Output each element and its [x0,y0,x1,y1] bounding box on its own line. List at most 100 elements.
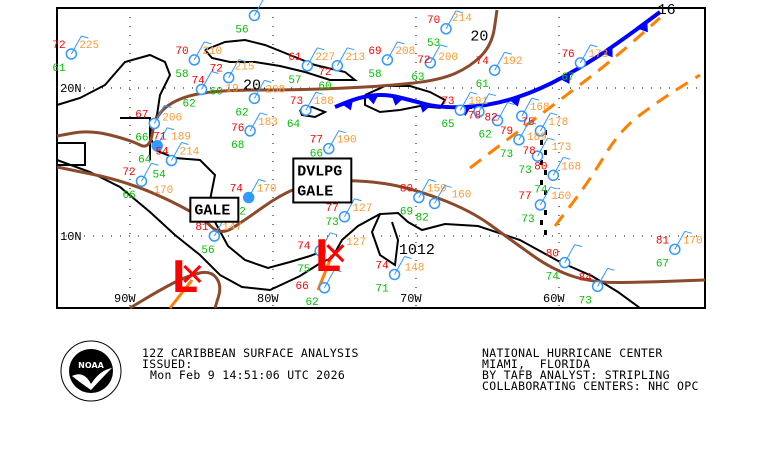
temperature: 74 [476,56,490,68]
wind-barb-flag [354,198,362,202]
wind-barb [344,198,355,218]
station-plot: 76 183 68 [231,112,278,152]
isobar-label: 1012 [399,242,435,259]
station-plot: 76 173 67 [561,44,608,84]
dewpoint: 73 [519,165,532,177]
temperature: 77 [310,135,323,147]
pressure: 173 [552,142,572,154]
noaa-logo: NOAA [60,340,122,402]
pressure: 208 [395,46,415,58]
temperature: 73 [290,96,303,108]
coastlines [56,38,641,309]
pressure: 188 [314,96,334,108]
station-plot: 69 208 58 [368,41,415,81]
wind-barb-flag [428,179,436,183]
wind-barb [153,105,165,124]
wind-barb-flag [607,267,615,271]
station-plot: 80 168 74 [534,156,581,196]
pressure: 189 [527,132,547,144]
collaborating-centers: COLLABORATING CENTERS: NHC OPC [482,379,699,393]
wind-barb [674,231,686,250]
wind-barb-flag [531,97,539,101]
x-stroke [326,244,345,263]
station-plot: 74 19 62 [183,70,239,110]
pressure: 159 [427,184,447,196]
wind-barb [201,71,212,90]
lon-label: 70W [400,292,422,306]
temperature: 81 [195,222,209,234]
wind-barb [429,44,441,64]
wind-barb-flag [488,93,497,97]
pressure: 170 [683,235,703,247]
wind-barb-flag [440,44,448,48]
temperature: 74 [297,241,311,253]
wind-barb-flag [258,179,266,183]
pressure: 168 [530,102,550,114]
dewpoint: 73 [500,149,513,161]
wind-barb-flag [574,244,582,248]
temperature: 74 [230,184,244,196]
wind-barb-flag [455,10,464,14]
station-plot: 67 206 66 [135,105,182,145]
coastline [120,117,151,160]
wind-barb-flag [684,230,692,234]
wind-barb-flag [547,137,555,141]
wind-barb [445,10,457,30]
station-plot: 77 160 73 [518,186,571,226]
dewpoint: 62 [183,98,196,110]
dewpoint: 58 [368,69,381,81]
front-triangle [366,94,379,105]
wind-barb-flag [259,112,268,116]
wind-barb [156,127,168,146]
wind-barb [580,44,591,64]
wind-barb [70,35,82,55]
temperature: 76 [231,123,244,135]
isobar-line [129,270,222,310]
lon-label: 90W [114,292,136,306]
pressure: 214 [179,147,199,159]
pressure: 170 [153,185,173,197]
wind-barb-flag [315,91,324,95]
pressure: 214 [452,13,472,25]
temperature: 54 [155,147,169,159]
station-plot: 72 200 63 [411,44,458,84]
wind-barb [249,112,261,132]
center-name: NATIONAL HURRICANE CENTER [482,346,663,360]
wind-barb-flag [317,47,325,51]
wind-barb [228,59,240,78]
pressure: 189 [171,132,191,144]
low-center-x-icon [326,244,345,263]
temperature: 82 [485,113,498,125]
lat-label: 20N [60,82,82,96]
pressure: 206 [162,113,182,125]
wind-barb [521,97,533,117]
wind-barb-flag [204,41,212,45]
front-triangle [602,46,613,58]
dewpoint: 71 [376,283,390,295]
pressure: 200 [438,52,458,64]
dewpoint: 66 [122,190,135,202]
low-center-x-icon [183,264,202,284]
dewpoint: 61 [476,79,490,91]
station-plot: 71 189 64 [138,127,191,167]
station-plot: 70 214 53 [427,10,472,50]
temperature: 69 [368,46,381,58]
station-plot: 79 189 73 [500,121,547,161]
island [540,160,543,165]
temperature: 80 [546,249,559,261]
wind-barb [253,80,265,99]
front-triangle [559,73,571,84]
dewpoint: 67 [656,258,669,270]
temperature: 72 [210,64,223,76]
temperature: 72 [122,167,135,179]
pressure: 19 [226,83,239,95]
product-title: 12Z CARIBBEAN SURFACE ANALYSIS [142,346,359,360]
wind-barb-flag [330,232,338,236]
pressure: 160 [551,191,571,203]
wind-barb [459,91,471,111]
warning-text: GALE [194,203,230,220]
pressure: 170 [257,184,277,196]
dewpoint: 73 [579,295,592,307]
